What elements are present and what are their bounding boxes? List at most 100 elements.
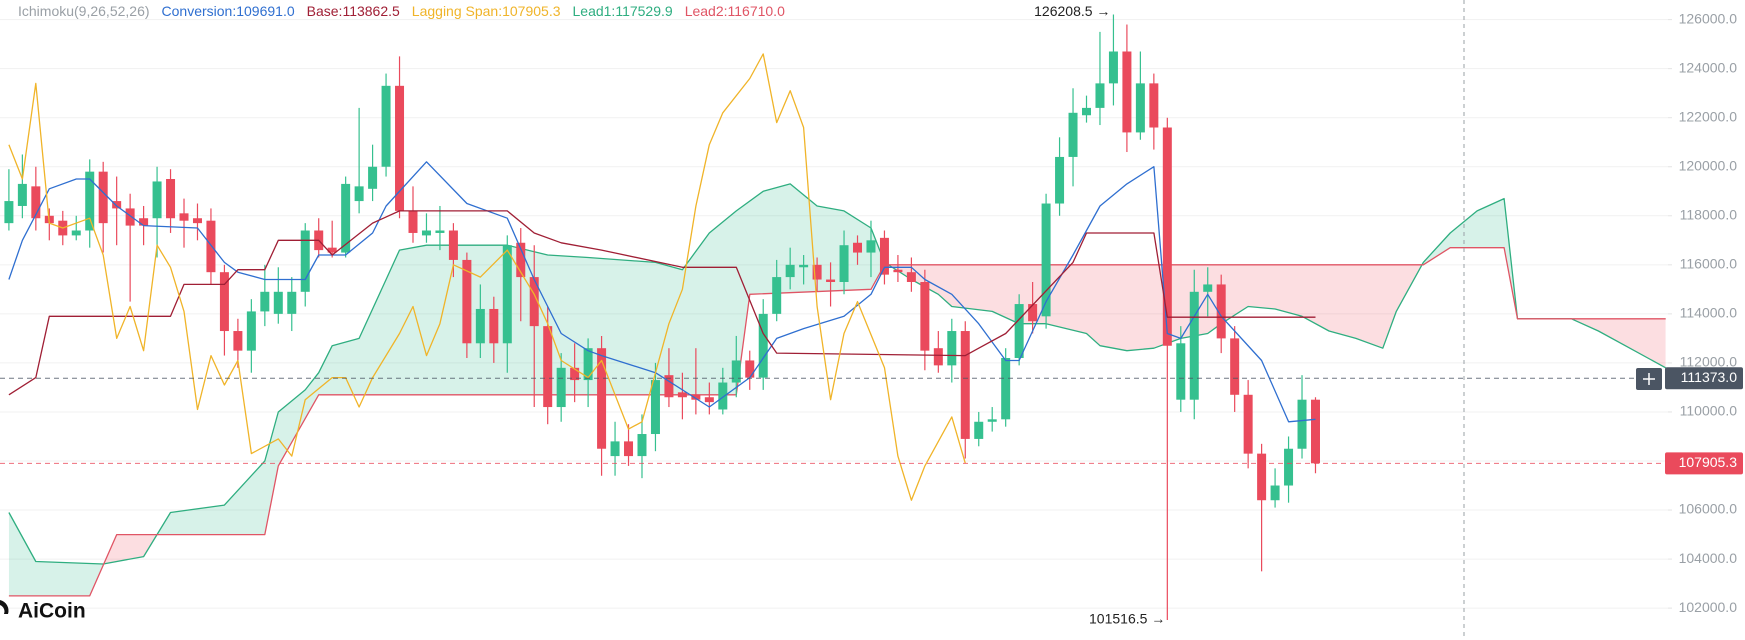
candle-body xyxy=(489,308,499,344)
candle-body xyxy=(1216,284,1226,339)
legend-entry: Lagging Span:107905.3 xyxy=(411,3,561,19)
candle-body xyxy=(853,242,863,253)
candle-body xyxy=(839,245,849,282)
candle-body xyxy=(1176,343,1186,400)
candle-body xyxy=(974,421,984,439)
candle-body xyxy=(826,279,836,282)
y-tick-label: 102000.0 xyxy=(1679,599,1738,615)
candle-body xyxy=(462,259,472,344)
high-annotation: 126208.5 → xyxy=(1034,3,1110,19)
candle-body xyxy=(785,264,795,278)
y-tick-label: 106000.0 xyxy=(1679,501,1738,517)
cloud xyxy=(8,183,1667,597)
price-badge xyxy=(1665,452,1743,475)
candle-body xyxy=(1028,304,1038,322)
candle-body xyxy=(583,348,593,381)
candle-body xyxy=(718,382,728,410)
candle-body xyxy=(799,264,809,268)
candle-body xyxy=(233,331,243,351)
overlays: 126208.5 → 101516.5 → 111373.0 107905.3 xyxy=(0,3,1743,627)
price-badge-label: 107905.3 xyxy=(1679,454,1738,470)
y-tick-label: 114000.0 xyxy=(1680,305,1738,321)
watermark: AiCoin xyxy=(0,600,86,623)
candle-body xyxy=(246,311,256,351)
candle-body xyxy=(893,269,903,273)
legend: Ichimoku(9,26,52,26) Conversion:109691.0… xyxy=(18,2,785,20)
candle-body xyxy=(395,85,405,211)
y-tick-label: 110000.0 xyxy=(1680,403,1738,419)
y-tick-label: 124000.0 xyxy=(1679,59,1738,75)
candle-body xyxy=(1122,51,1132,133)
candle-body xyxy=(219,272,229,332)
candle-body xyxy=(879,237,889,275)
candle-body xyxy=(1230,338,1240,395)
candle-body xyxy=(920,281,930,351)
candle-body xyxy=(556,367,566,408)
candle-body xyxy=(812,264,822,280)
candle-body xyxy=(1243,394,1253,454)
candle-body xyxy=(1203,284,1213,292)
lines xyxy=(8,53,1316,501)
candle-body xyxy=(1189,291,1199,400)
candle-body xyxy=(516,242,526,278)
candle-body xyxy=(1041,203,1051,317)
y-tick-label: 104000.0 xyxy=(1679,550,1738,566)
candle-body xyxy=(691,394,701,400)
indicator-name: Ichimoku(9,26,52,26) xyxy=(18,3,150,19)
candle-body xyxy=(112,201,122,209)
candle-body xyxy=(906,272,916,282)
legend-entry: Lead2:116710.0 xyxy=(684,3,785,19)
candle-body xyxy=(287,291,297,314)
candle-body xyxy=(637,434,647,457)
candle-body xyxy=(866,240,876,253)
y-tick-label: 112000.0 xyxy=(1680,354,1738,370)
legend-entry: Lead1:117529.9 xyxy=(572,3,673,19)
candle-body xyxy=(260,291,270,312)
candle-body xyxy=(1149,83,1159,128)
candle-body xyxy=(71,230,81,236)
crosshair-add-button[interactable] xyxy=(1636,368,1662,390)
candle-body xyxy=(368,166,378,189)
candle-body xyxy=(341,183,351,253)
candle-body xyxy=(139,218,149,226)
watermark-text: AiCoin xyxy=(18,600,86,623)
y-tick-label: 126000.0 xyxy=(1679,10,1738,26)
candle-body xyxy=(624,441,634,457)
candle-body xyxy=(1055,156,1065,204)
candle-body xyxy=(273,291,283,314)
logo-mark xyxy=(0,600,9,614)
candle-body xyxy=(1297,399,1307,449)
candle-body xyxy=(731,360,741,383)
candle-body xyxy=(677,392,687,398)
y-tick-label: 116000.0 xyxy=(1680,256,1738,272)
candle-body xyxy=(1014,304,1024,359)
candle-body xyxy=(650,380,660,435)
candle-body xyxy=(1162,127,1172,346)
candle-body xyxy=(192,218,202,224)
candle-body xyxy=(1257,453,1267,501)
candle-body xyxy=(543,326,553,408)
candle-body xyxy=(1310,399,1320,464)
candle-body xyxy=(166,179,176,219)
candle-body xyxy=(435,230,445,233)
price-badge-label: 111373.0 xyxy=(1681,369,1738,385)
indicator-line xyxy=(8,247,1666,597)
candle-body xyxy=(610,441,620,457)
candle-body xyxy=(1270,485,1280,501)
candle-body xyxy=(1135,83,1145,133)
indicator-line xyxy=(8,161,1316,423)
candle-body xyxy=(704,397,714,403)
candle-body xyxy=(408,210,418,233)
candle-body xyxy=(664,375,674,398)
candle-body xyxy=(1068,112,1078,157)
candle-body xyxy=(1284,448,1294,486)
candle-body xyxy=(933,348,943,366)
candle-body xyxy=(1108,51,1118,84)
candle-body xyxy=(597,348,607,449)
candle-body xyxy=(179,213,189,221)
candle-body xyxy=(17,183,27,206)
indicator-line xyxy=(8,53,966,501)
candle-body xyxy=(152,181,162,219)
candle-body xyxy=(354,186,364,202)
